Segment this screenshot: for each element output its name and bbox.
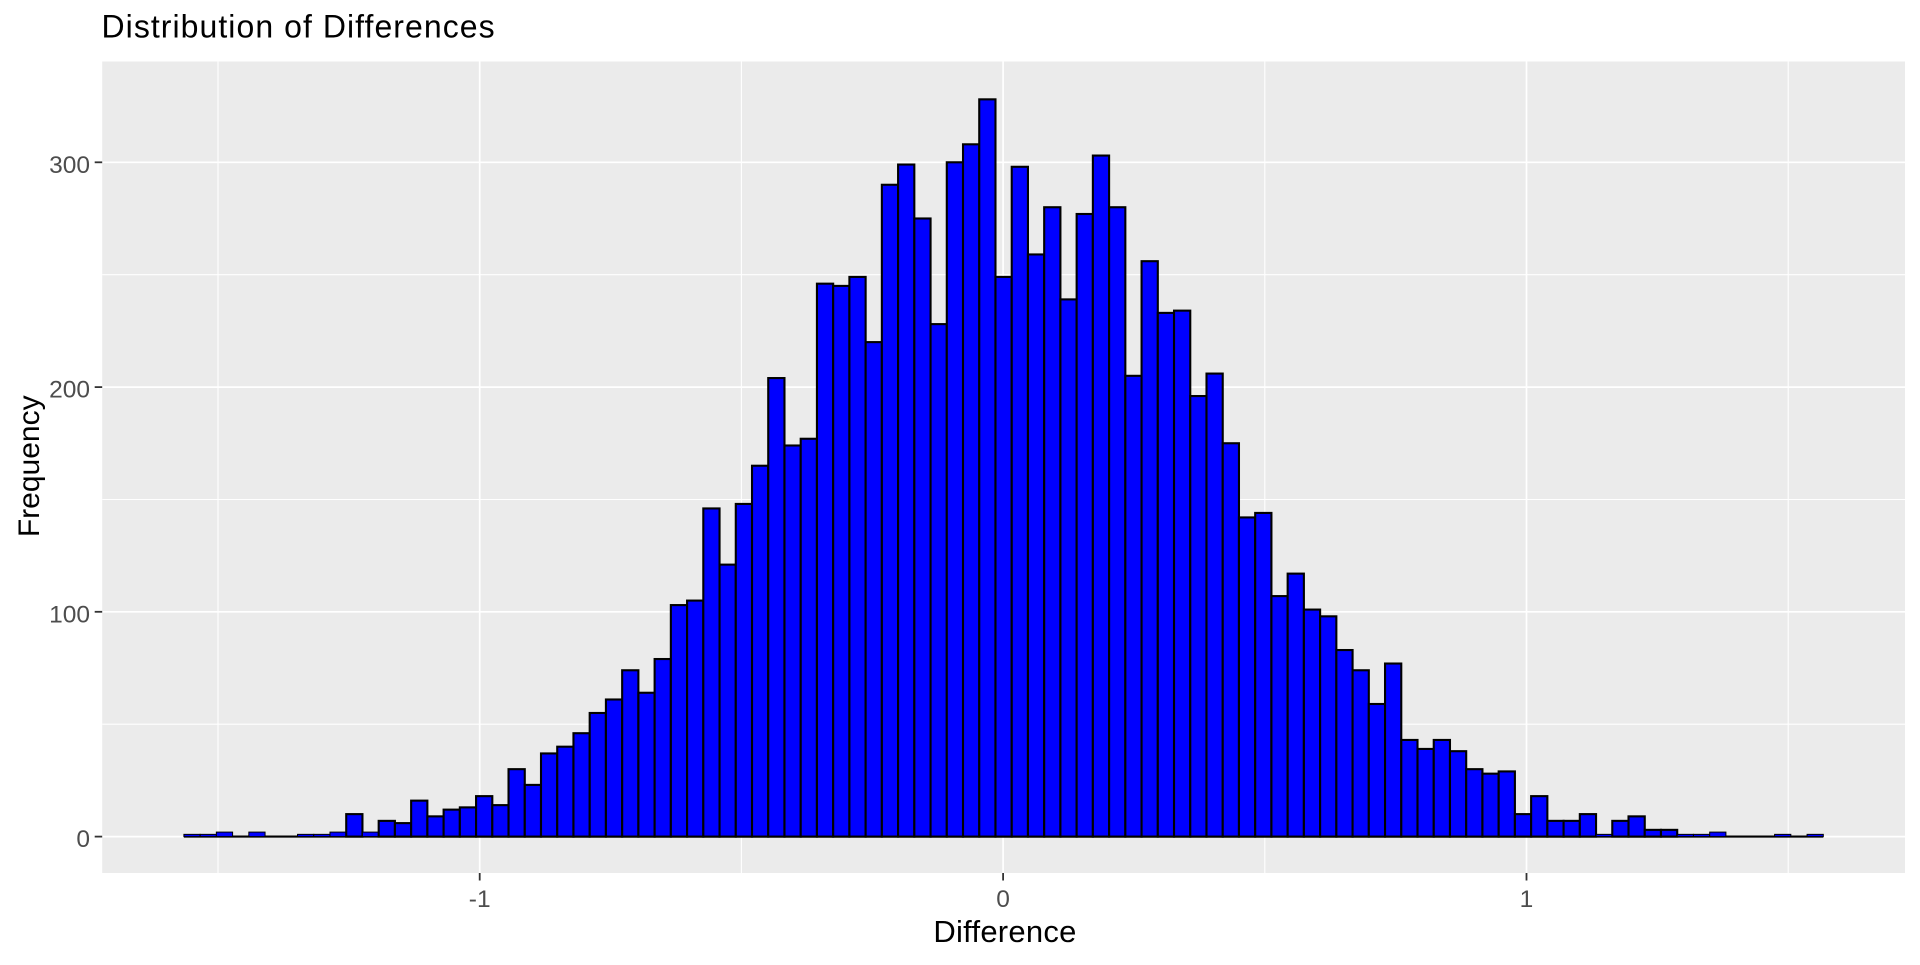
svg-text:-1: -1 [469, 886, 491, 913]
svg-text:Difference: Difference [933, 914, 1076, 949]
svg-text:Distribution of Differences: Distribution of Differences [102, 9, 496, 45]
svg-text:200: 200 [49, 377, 90, 404]
svg-text:100: 100 [49, 601, 90, 628]
svg-text:1: 1 [1520, 886, 1534, 913]
svg-text:300: 300 [49, 152, 90, 179]
svg-text:Frequency: Frequency [13, 395, 46, 537]
svg-text:0: 0 [996, 886, 1010, 913]
svg-text:0: 0 [76, 826, 90, 853]
